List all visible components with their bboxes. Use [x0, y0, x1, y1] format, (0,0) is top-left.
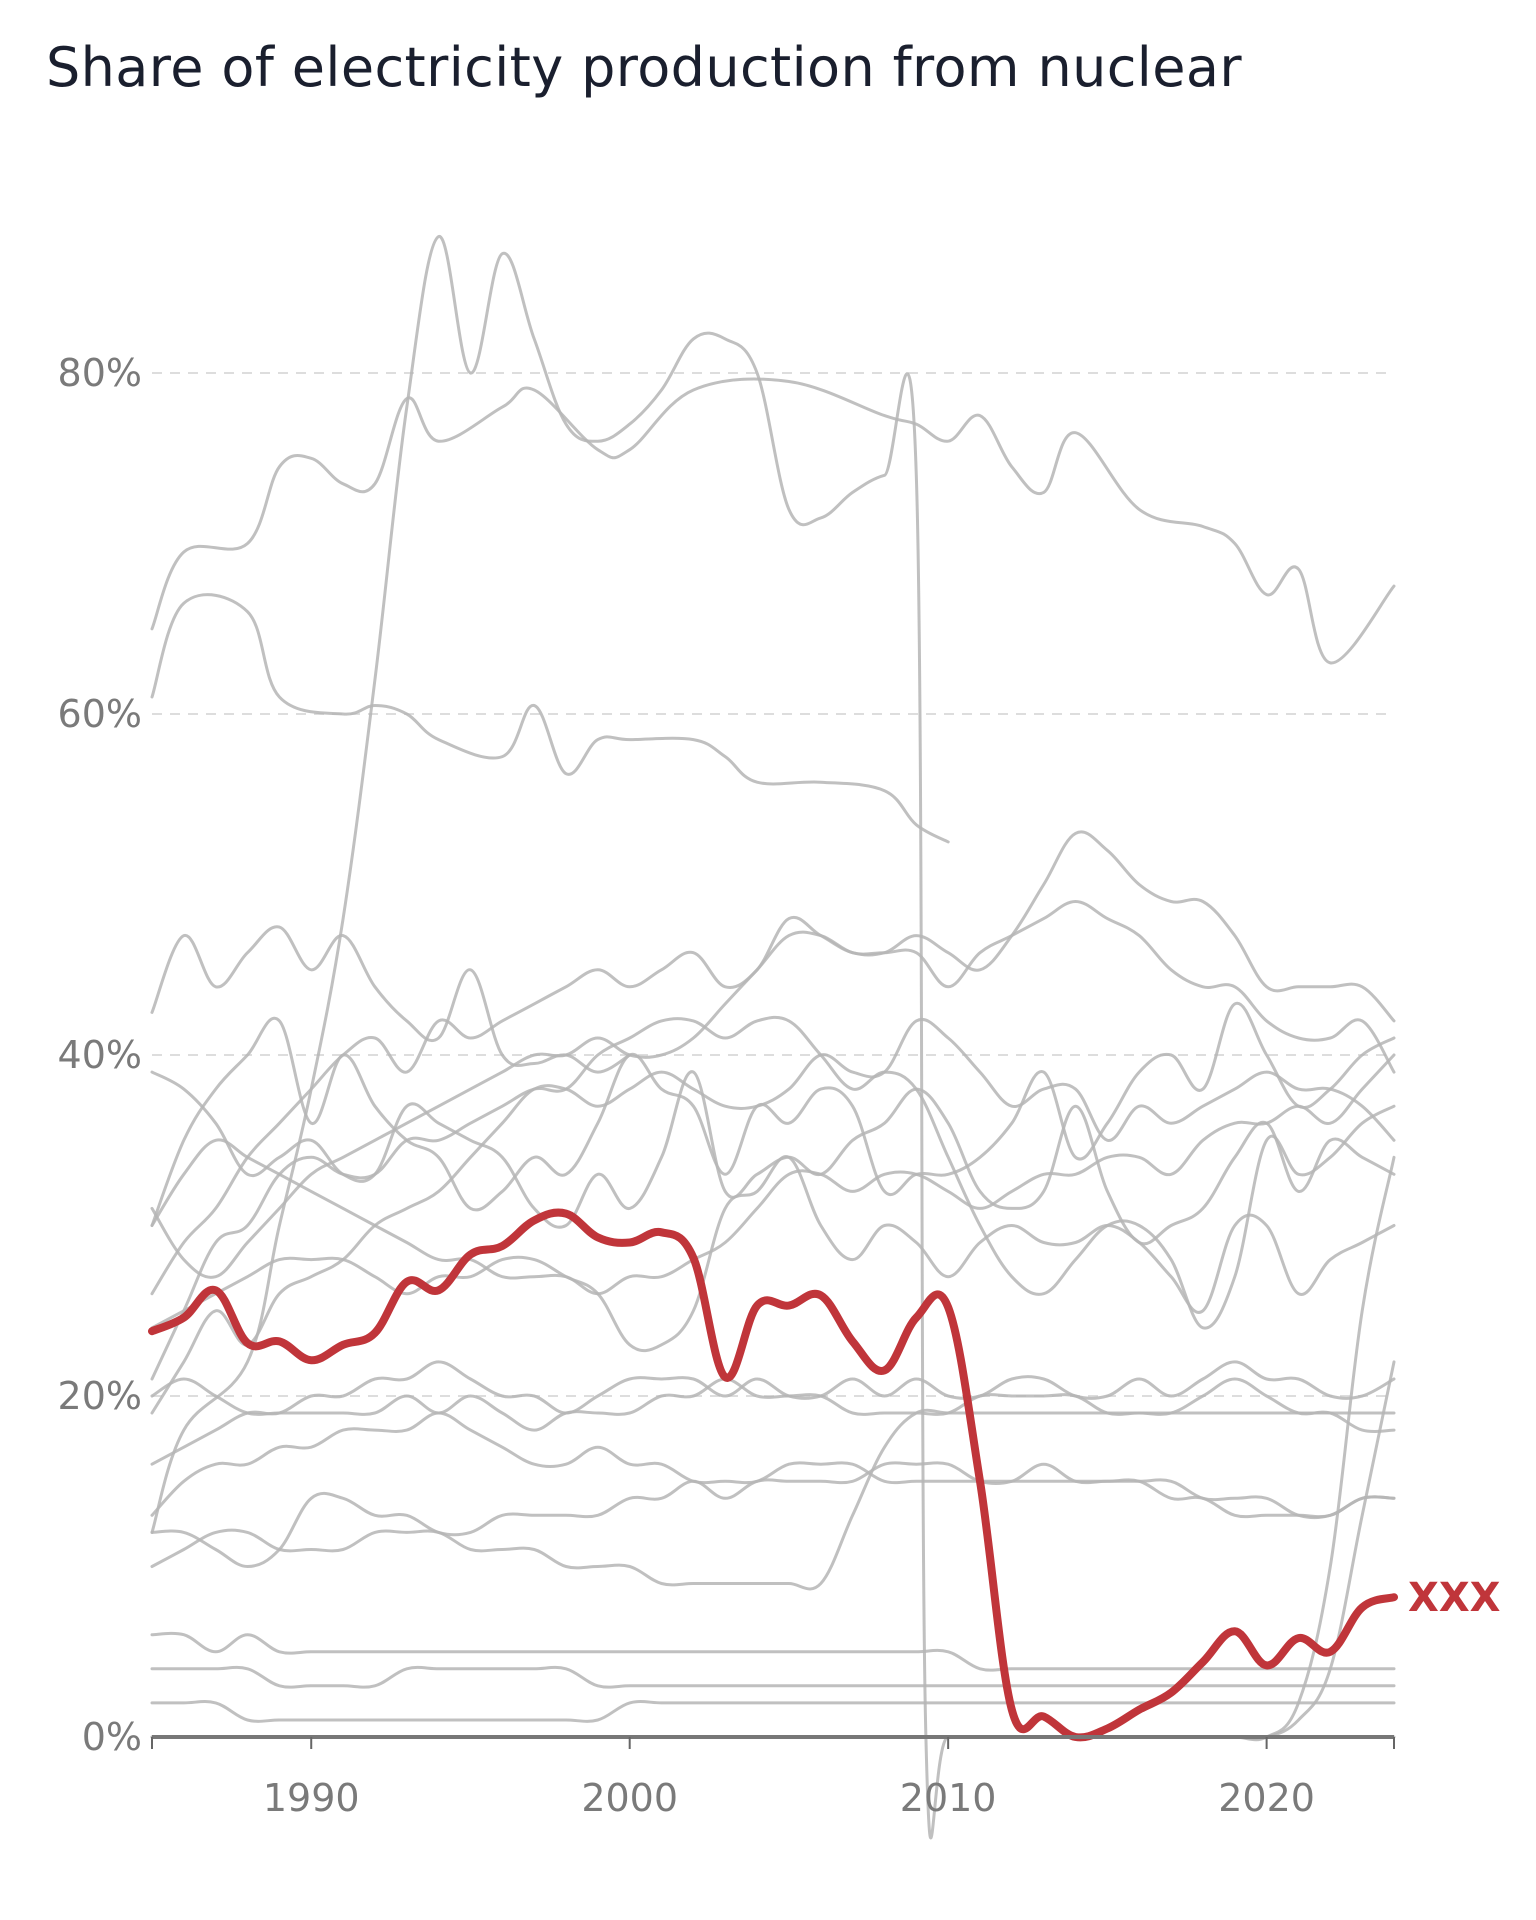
- x-axis: [151, 1735, 1395, 1749]
- x-tick-label-2010: 2010: [900, 1776, 997, 1820]
- series-line-18: [150, 1631, 1396, 1672]
- series-line-2: [150, 593, 950, 844]
- x-tick-label-2000: 2000: [581, 1776, 678, 1820]
- y-tick-label-40: 40%: [58, 1033, 142, 1077]
- series-line-14: [150, 1360, 1396, 1466]
- series-line-1: [150, 377, 1396, 665]
- series-line-19: [150, 1665, 1396, 1689]
- y-tick-label-80: 80%: [58, 351, 142, 395]
- series-line-17: [150, 1408, 1396, 1591]
- x-tick-label-1990: 1990: [263, 1776, 360, 1820]
- context-series: [150, 235, 1396, 1840]
- series-line-11: [150, 1053, 1396, 1296]
- series-line-9: [150, 1018, 1396, 1415]
- series-line-12: [150, 1155, 1396, 1353]
- series-line-20: [150, 1700, 1396, 1723]
- series-line-7: [150, 1001, 1396, 1227]
- series-line-10: [150, 900, 1396, 1279]
- y-tick-label-0: 0%: [82, 1715, 142, 1759]
- tick-labels: 0% 20% 40% 60% 80% 1990 2000 2010 2020: [58, 351, 1315, 1820]
- series-line-13: [150, 1377, 1396, 1433]
- y-tick-label-60: 60%: [58, 692, 142, 736]
- series-line-4: [150, 925, 632, 1074]
- x-tick-label-2020: 2020: [1218, 1776, 1315, 1820]
- highlight-series-label: XXX: [1408, 1575, 1501, 1621]
- series-line-5: [150, 1070, 1396, 1246]
- series-line-16: [150, 1461, 1396, 1568]
- gridlines: [152, 372, 1394, 1397]
- series-line-8: [150, 1015, 1396, 1381]
- y-tick-label-20: 20%: [58, 1374, 142, 1418]
- series-line-6: [150, 830, 1396, 1296]
- series-line-15: [150, 1411, 1396, 1520]
- series-line-3: [150, 235, 1396, 1840]
- highlight-line: [148, 1208, 1398, 1742]
- highlight-series: XXX: [148, 1208, 1501, 1742]
- chart-title: Share of electricity production from nuc…: [46, 36, 1242, 99]
